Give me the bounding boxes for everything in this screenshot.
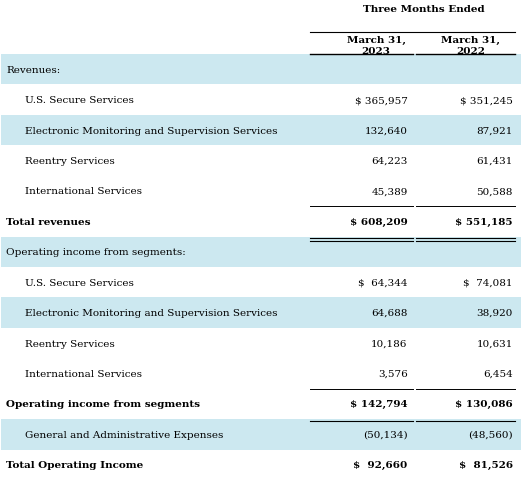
Bar bbox=[1, 85, 521, 116]
Bar bbox=[1, 176, 521, 207]
Text: Revenues:: Revenues: bbox=[6, 66, 60, 74]
Text: International Services: International Services bbox=[25, 187, 141, 196]
Text: $ 365,957: $ 365,957 bbox=[355, 96, 408, 105]
Text: Total revenues: Total revenues bbox=[6, 217, 91, 227]
Text: 132,640: 132,640 bbox=[365, 126, 408, 135]
Bar bbox=[1, 207, 521, 237]
Text: $ 130,086: $ 130,086 bbox=[455, 399, 513, 408]
Text: $  74,081: $ 74,081 bbox=[463, 278, 513, 287]
Text: 61,431: 61,431 bbox=[477, 156, 513, 166]
Text: International Services: International Services bbox=[25, 369, 141, 378]
Text: $ 142,794: $ 142,794 bbox=[350, 399, 408, 408]
Text: March 31,: March 31, bbox=[441, 36, 500, 45]
Text: $  92,660: $ 92,660 bbox=[353, 460, 408, 469]
Bar bbox=[1, 450, 521, 480]
Text: $ 608,209: $ 608,209 bbox=[350, 217, 408, 227]
Text: $  64,344: $ 64,344 bbox=[358, 278, 408, 287]
Text: Total Operating Income: Total Operating Income bbox=[6, 460, 144, 469]
Bar bbox=[1, 359, 521, 389]
Text: 38,920: 38,920 bbox=[477, 309, 513, 317]
Text: Electronic Monitoring and Supervision Services: Electronic Monitoring and Supervision Se… bbox=[25, 309, 277, 317]
Bar bbox=[1, 237, 521, 267]
Text: $  81,526: $ 81,526 bbox=[459, 460, 513, 469]
Text: Operating income from segments:: Operating income from segments: bbox=[6, 248, 186, 257]
Bar bbox=[1, 419, 521, 450]
Text: 64,223: 64,223 bbox=[371, 156, 408, 166]
Text: 45,389: 45,389 bbox=[371, 187, 408, 196]
Text: Reentry Services: Reentry Services bbox=[25, 339, 115, 348]
Text: General and Administrative Expenses: General and Administrative Expenses bbox=[25, 430, 223, 439]
Text: 2023: 2023 bbox=[362, 47, 390, 56]
Text: 3,576: 3,576 bbox=[378, 369, 408, 378]
Text: Reentry Services: Reentry Services bbox=[25, 156, 115, 166]
Text: U.S. Secure Services: U.S. Secure Services bbox=[25, 278, 134, 287]
Text: Electronic Monitoring and Supervision Services: Electronic Monitoring and Supervision Se… bbox=[25, 126, 277, 135]
Text: $ 551,185: $ 551,185 bbox=[456, 217, 513, 227]
Text: 50,588: 50,588 bbox=[477, 187, 513, 196]
Bar bbox=[1, 55, 521, 85]
Bar bbox=[1, 267, 521, 298]
Text: 87,921: 87,921 bbox=[477, 126, 513, 135]
Bar bbox=[1, 328, 521, 359]
Text: 10,186: 10,186 bbox=[371, 339, 408, 348]
Text: 64,688: 64,688 bbox=[371, 309, 408, 317]
Text: 2022: 2022 bbox=[456, 47, 485, 56]
Bar bbox=[1, 116, 521, 146]
Text: Three Months Ended: Three Months Ended bbox=[362, 5, 484, 14]
Text: March 31,: March 31, bbox=[347, 36, 406, 45]
Bar bbox=[1, 389, 521, 419]
Text: U.S. Secure Services: U.S. Secure Services bbox=[25, 96, 134, 105]
Text: 6,454: 6,454 bbox=[483, 369, 513, 378]
Bar bbox=[1, 146, 521, 176]
Text: Operating income from segments: Operating income from segments bbox=[6, 399, 200, 408]
Text: $ 351,245: $ 351,245 bbox=[460, 96, 513, 105]
Bar bbox=[1, 298, 521, 328]
Text: (48,560): (48,560) bbox=[468, 430, 513, 439]
Text: (50,134): (50,134) bbox=[363, 430, 408, 439]
Text: 10,631: 10,631 bbox=[477, 339, 513, 348]
